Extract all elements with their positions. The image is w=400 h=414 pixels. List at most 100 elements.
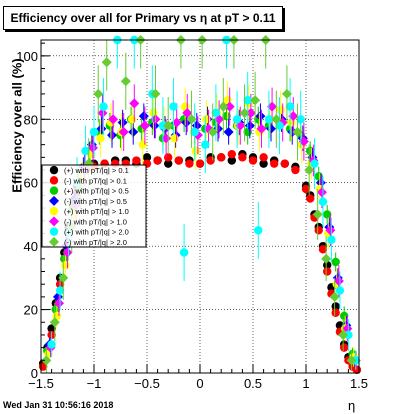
data-point [217, 153, 226, 162]
data-point [164, 159, 173, 168]
data-point [158, 121, 168, 130]
y-tick-label: 0 [31, 366, 38, 381]
data-point [333, 276, 344, 287]
data-point [275, 121, 284, 130]
data-point [259, 153, 268, 162]
data-point [150, 88, 161, 99]
data-point [120, 76, 131, 87]
data-point [306, 194, 315, 203]
data-point [81, 146, 90, 156]
data-point [222, 111, 231, 121]
data-point [87, 142, 98, 153]
data-point [171, 117, 182, 128]
data-point [58, 272, 69, 283]
x-axis-label: η [348, 398, 356, 413]
data-point [227, 149, 236, 159]
data-point [318, 245, 328, 254]
data-point [47, 340, 56, 349]
data-point [292, 126, 303, 137]
data-point [248, 156, 258, 165]
data-point [163, 120, 174, 131]
data-point [339, 343, 349, 352]
data-point [254, 226, 263, 235]
data-point [314, 226, 323, 235]
data-point [55, 286, 65, 295]
legend-box [41, 164, 147, 248]
legend-label: (-) with pT/|q| > 0.1 [64, 176, 127, 185]
data-point [256, 123, 267, 134]
data-point [169, 102, 178, 111]
data-point [323, 210, 332, 219]
data-point [270, 159, 279, 168]
legend-label: (+) with pT/|q| > 0.5 [64, 187, 129, 196]
data-point [61, 260, 70, 270]
data-point [223, 126, 234, 137]
data-point [54, 298, 65, 309]
data-point [142, 153, 152, 162]
data-point [138, 140, 147, 149]
x-tick-label: −1.5 [28, 376, 54, 391]
legend-marker [49, 227, 59, 236]
data-point [174, 156, 183, 165]
legend-marker [49, 216, 59, 227]
data-point [335, 286, 345, 295]
series-7 [41, 35, 357, 373]
data-point [329, 291, 340, 302]
data-point [195, 159, 205, 168]
data-point [132, 156, 141, 165]
data-point [298, 136, 309, 147]
data-point [206, 156, 215, 165]
data-point [170, 134, 179, 143]
data-point [346, 355, 357, 366]
legend-label: (-) with pT/|q| > 2.0 [64, 238, 127, 247]
x-tick-label: −0.5 [134, 376, 160, 391]
x-tick-label: 1 [302, 376, 309, 391]
data-point [101, 57, 112, 68]
data-point [285, 102, 295, 111]
data-point [232, 115, 242, 124]
data-point [245, 107, 256, 118]
legend-marker [49, 236, 59, 247]
chart-title: Efficiency over all for Primary vs η at … [3, 6, 283, 30]
data-point [117, 117, 128, 128]
data-point [202, 115, 211, 124]
data-point [291, 165, 300, 175]
data-point [227, 156, 236, 165]
y-tick-label: 40 [24, 239, 38, 254]
data-point [325, 225, 336, 236]
data-point [250, 95, 261, 106]
data-point [243, 96, 252, 105]
data-point [89, 127, 99, 137]
data-point [280, 159, 289, 168]
data-point [331, 257, 340, 267]
data-point [327, 235, 336, 244]
data-point [93, 88, 104, 99]
data-point [218, 101, 229, 112]
y-tick-label: 60 [24, 176, 38, 191]
data-point [129, 98, 140, 109]
data-point [96, 134, 105, 143]
data-point [211, 108, 221, 118]
legend-marker [49, 186, 59, 195]
legend-label: (+) with pT/|q| > 1.0 [64, 207, 129, 216]
data-point [255, 111, 266, 122]
data-point [323, 267, 332, 276]
data-point [304, 165, 315, 176]
data-point [47, 324, 56, 333]
x-tick-label: 0.5 [244, 376, 262, 391]
data-point [62, 247, 73, 258]
data-point [259, 159, 268, 168]
data-point [312, 209, 323, 220]
data-point [276, 105, 285, 114]
data-point [149, 120, 160, 131]
data-point [321, 253, 332, 264]
y-tick-label: 20 [24, 303, 38, 318]
data-point [182, 107, 193, 118]
data-point [108, 114, 119, 125]
data-point [267, 101, 278, 112]
legend-label: (+) with pT/|q| > 2.0 [64, 228, 129, 237]
data-point [207, 126, 218, 137]
legend-marker [49, 206, 59, 216]
data-point [344, 330, 353, 340]
